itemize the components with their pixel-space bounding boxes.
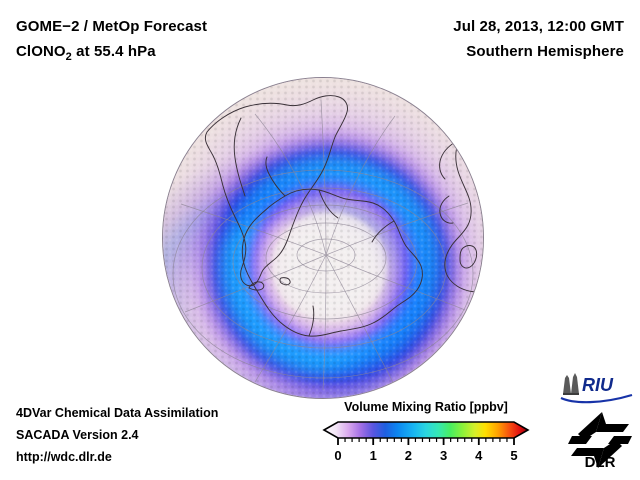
retrieval-grid-texture	[163, 78, 483, 398]
riu-logo: RIU	[560, 373, 633, 404]
map-globe	[162, 77, 484, 399]
colorbar-tick-label: 5	[510, 448, 517, 463]
species-title: ClONO2 at 55.4 hPa	[16, 39, 346, 70]
riu-wordmark: RIU	[582, 375, 614, 395]
instrument-title: GOME−2 / MetOp Forecast	[16, 18, 208, 35]
colorbar-scale: 0 1 2 3 4 5	[322, 421, 530, 463]
colorbar-tick-label: 1	[370, 448, 377, 463]
riu-spires-icon	[563, 373, 579, 394]
forecast-datetime: Jul 28, 2013, 12:00 GMT	[453, 18, 624, 35]
colorbar-title: Volume Mixing Ratio [ppbv]	[344, 400, 508, 414]
dlr-logo: DLR	[568, 412, 632, 470]
species-formula-prefix: ClONO	[16, 43, 66, 60]
colorbar-ticks	[337, 438, 515, 445]
footer-left: 4DVar Chemical Data Assimilation SACADA …	[16, 402, 218, 468]
colorbar-tick-label: 4	[475, 448, 483, 463]
region-label: Southern Hemisphere	[466, 43, 624, 60]
globe-disc	[162, 77, 484, 399]
coastlines	[204, 95, 482, 337]
colorbar-tick-label: 2	[405, 448, 412, 463]
header-left: GOME−2 / MetOp Forecast ClONO2 at 55.4 h…	[16, 14, 346, 70]
version-line: SACADA Version 2.4	[16, 428, 139, 442]
species-formula-subscript: 2	[65, 51, 72, 63]
method-line: 4DVar Chemical Data Assimilation	[16, 406, 219, 420]
colorbar-tick-label: 0	[334, 448, 341, 463]
colorbar-tick-labels: 0 1 2 3 4 5	[334, 448, 517, 463]
riu-swoosh-icon	[560, 393, 633, 404]
dlr-wordmark: DLR	[585, 454, 616, 470]
colorbar-tick-label: 3	[440, 448, 447, 463]
website-line[interactable]: http://wdc.dlr.de	[16, 450, 112, 464]
colorbar-gradient-bar	[322, 421, 530, 439]
globe-limb-shading	[163, 78, 483, 398]
riu-spire-base	[563, 393, 579, 395]
dlr-pinwheel-icon	[568, 412, 632, 468]
graticule	[172, 99, 474, 391]
colorbar: Volume Mixing Ratio [ppbv] 0 1 2 3 4 5	[318, 400, 534, 464]
species-pressure-level: at 55.4 hPa	[71, 43, 156, 60]
header-right: Jul 28, 2013, 12:00 GMT Southern Hemisph…	[324, 14, 624, 64]
